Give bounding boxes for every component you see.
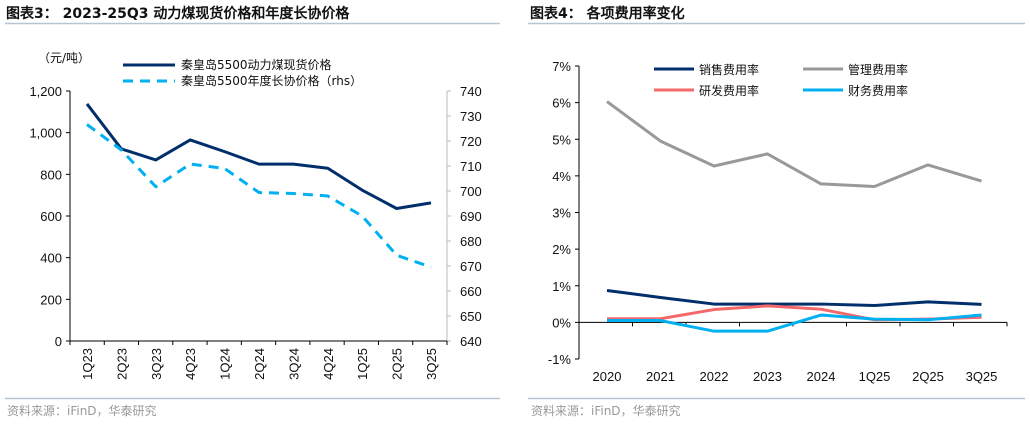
chart1-y2-tick-label: 690: [460, 209, 482, 224]
chart2-x-tick-label: 2023: [753, 369, 782, 384]
chart2-y-tick-label: 2%: [552, 242, 571, 257]
chart2-x-tick-label: 2020: [593, 369, 622, 384]
chart1-y-tick-label: 1,200: [29, 84, 62, 99]
chart2-y-tick-label: 6%: [552, 96, 571, 111]
chart1-x-tick-label: 1Q25: [355, 348, 370, 380]
chart2-y-tick-label: 1%: [552, 279, 571, 294]
chart1-series-line-1: [87, 125, 431, 268]
chart2-y-tick-label: 3%: [552, 206, 571, 221]
chart1-y2-tick-label: 640: [460, 334, 482, 349]
chart1-y-unit: （元/吨）: [38, 51, 90, 65]
chart1-y-tick-label: 800: [40, 167, 62, 182]
chart2-y-tick-label: 5%: [552, 132, 571, 147]
chart1-x-tick-label: 3Q24: [286, 348, 301, 380]
chart2-x-tick-label: 2022: [700, 369, 729, 384]
chart2-legend-label-2: 研发费用率: [699, 83, 759, 98]
chart1-y2-tick-label: 660: [460, 284, 482, 299]
chart2-source: 资料来源：iFinD，华泰研究: [531, 403, 681, 418]
chart2-x-tick-label: 3Q25: [966, 369, 998, 384]
chart1-x-tick-label: 2Q25: [390, 348, 405, 380]
chart2-x-tick-label: 2021: [646, 369, 675, 384]
chart1-x-tick-label: 1Q24: [218, 348, 233, 380]
chart1-y2-tick-label: 740: [460, 84, 482, 99]
chart2-series-line-0: [607, 291, 982, 306]
chart1-y2-tick-label: 650: [460, 309, 482, 324]
chart1-y2-tick-label: 680: [460, 234, 482, 249]
chart1-y2-tick-label: 710: [460, 159, 482, 174]
chart1-title: 图表3： 2023-25Q3 动力煤现货价格和年度长协价格: [6, 5, 350, 22]
chart1-x-tick-label: 2Q23: [114, 348, 129, 380]
chart1-x-tick-label: 3Q23: [149, 348, 164, 380]
chart1-y2-tick-label: 730: [460, 109, 482, 124]
chart2-legend-label-1: 管理费用率: [848, 62, 908, 77]
chart1-y-tick-label: 600: [40, 209, 62, 224]
chart1-y2-tick-label: 670: [460, 259, 482, 274]
chart1-y2-tick-label: 700: [460, 184, 482, 199]
chart2-y-tick-label: 7%: [552, 59, 571, 74]
chart1-y-tick-label: 200: [40, 292, 62, 307]
chart2-x-tick-label: 2Q25: [912, 369, 944, 384]
chart1-x-tick-label: 4Q23: [183, 348, 198, 380]
chart2-series-line-2: [607, 306, 982, 320]
chart2-y-tick-label: 0%: [552, 315, 571, 330]
chart1-source: 资料来源：iFinD，华泰研究: [7, 403, 157, 418]
chart2-title: 图表4： 各项费用率变化: [530, 5, 685, 22]
chart2-y-tick-label: -1%: [548, 352, 572, 367]
chart2-x-tick-label: 1Q25: [859, 369, 891, 384]
chart2-x-tick-label: 2024: [807, 369, 836, 384]
chart1-y-tick-label: 400: [40, 251, 62, 266]
chart1-y2-tick-label: 720: [460, 134, 482, 149]
chart1-x-tick-label: 3Q25: [424, 348, 439, 380]
chart2-series-line-1: [607, 102, 982, 187]
chart1-legend-label-0: 秦皇岛5500动力煤现货价格: [181, 57, 332, 72]
chart2-y-tick-label: 4%: [552, 169, 571, 184]
chart1-y-tick-label: 1,000: [29, 126, 62, 141]
chart1-legend-label-1: 秦皇岛5500年度长协价格（rhs）: [181, 73, 362, 88]
chart1-x-tick-label: 1Q23: [80, 348, 95, 380]
chart1-y-tick-label: 0: [55, 334, 62, 349]
chart2-legend-label-0: 销售费用率: [699, 62, 759, 77]
chart1-x-tick-label: 2Q24: [252, 348, 267, 380]
chart2-legend-label-3: 财务费用率: [848, 83, 908, 98]
chart1-x-tick-label: 4Q24: [321, 348, 336, 380]
